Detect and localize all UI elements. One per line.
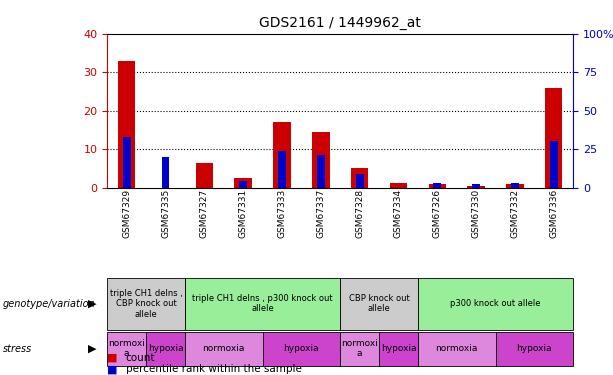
Text: ■: ■ [107, 353, 118, 363]
Bar [162, 157, 169, 188]
Bar [107, 332, 146, 366]
Text: count: count [126, 353, 155, 363]
Bar [467, 186, 485, 188]
Bar [185, 278, 340, 330]
Text: stress: stress [3, 344, 32, 354]
Bar [495, 332, 573, 366]
Bar [185, 332, 262, 366]
Text: normoxia: normoxia [202, 344, 245, 353]
Bar [317, 155, 325, 188]
Bar [428, 184, 446, 188]
Bar [351, 168, 368, 188]
Text: ▶: ▶ [88, 299, 96, 309]
Bar [506, 184, 524, 188]
Bar [234, 178, 252, 188]
Text: p300 knock out allele: p300 knock out allele [451, 299, 541, 308]
Bar [123, 137, 131, 188]
Bar [511, 183, 519, 188]
Text: normoxi
a: normoxi a [109, 339, 145, 358]
Title: GDS2161 / 1449962_at: GDS2161 / 1449962_at [259, 16, 421, 30]
Text: genotype/variation: genotype/variation [3, 299, 96, 309]
Text: hypoxia: hypoxia [284, 344, 319, 353]
Text: percentile rank within the sample: percentile rank within the sample [126, 364, 302, 374]
Bar [273, 122, 291, 188]
Bar [418, 332, 495, 366]
Text: ▶: ▶ [88, 344, 96, 354]
Text: hypoxia: hypoxia [517, 344, 552, 353]
Bar [356, 174, 364, 188]
Bar [390, 183, 407, 188]
Text: triple CH1 delns ,
CBP knock out
allele: triple CH1 delns , CBP knock out allele [110, 289, 183, 319]
Bar [262, 332, 340, 366]
Bar [545, 88, 563, 188]
Bar [196, 162, 213, 188]
Bar [146, 332, 185, 366]
Bar [472, 184, 480, 188]
Bar [312, 132, 330, 188]
Bar [340, 278, 418, 330]
Bar [278, 151, 286, 188]
Text: ■: ■ [107, 364, 118, 374]
Text: triple CH1 delns , p300 knock out
allele: triple CH1 delns , p300 knock out allele [192, 294, 333, 314]
Text: normoxi
a: normoxi a [341, 339, 378, 358]
Text: hypoxia: hypoxia [148, 344, 183, 353]
Bar [340, 332, 379, 366]
Text: normoxia: normoxia [435, 344, 478, 353]
Bar [379, 332, 418, 366]
Bar [433, 183, 441, 188]
Text: hypoxia: hypoxia [381, 344, 416, 353]
Bar [107, 278, 185, 330]
Text: CBP knock out
allele: CBP knock out allele [349, 294, 409, 314]
Bar [239, 182, 247, 188]
Bar [418, 278, 573, 330]
Bar [550, 141, 558, 188]
Bar [118, 61, 135, 188]
